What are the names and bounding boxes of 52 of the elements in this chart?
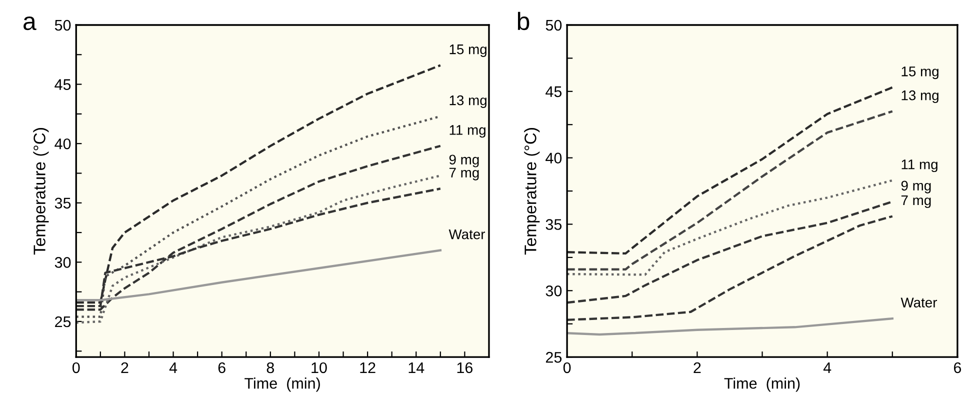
series-label: Water (448, 230, 486, 240)
y-tick-label: 30 (54, 257, 71, 268)
x-tick-label: 10 (312, 362, 327, 374)
series-label: 11 mg (450, 125, 486, 138)
series-label: 15 mg (450, 44, 486, 57)
y-tick-label: 45 (54, 79, 71, 90)
series-label: 13 mg (450, 95, 486, 108)
chart-title: b (518, 12, 530, 30)
x-tick-label: 0 (563, 362, 571, 374)
line-series (567, 317, 894, 336)
series-label: 11 mg (902, 160, 938, 172)
x-tick-label: 6 (954, 362, 962, 374)
chart-title: a (24, 16, 36, 30)
x-axis-title: Time (min) (724, 378, 800, 392)
y-tick-label: 50 (546, 20, 562, 31)
y-tick-label: 30 (546, 286, 562, 296)
y-tick-label: 50 (54, 20, 71, 31)
x-tick-label: 12 (360, 362, 376, 373)
series-label: 9 mg (901, 180, 931, 194)
series-label: 7 mg (901, 195, 931, 208)
y-tick-label: 40 (54, 138, 71, 150)
line-series (567, 179, 894, 276)
x-tick-label: 2 (121, 362, 128, 373)
line-series (567, 86, 894, 255)
line-series (567, 200, 894, 304)
line-series (76, 64, 442, 304)
x-tick-label: 14 (408, 362, 424, 373)
y-axis-title: Temperature (°C) (524, 128, 540, 255)
series-label: 13 mg (902, 90, 938, 103)
x-tick-label: 16 (457, 362, 473, 374)
y-tick-label: 40 (546, 152, 562, 164)
y-tick-label: 35 (54, 198, 71, 209)
series-label: 9 mg (449, 154, 479, 168)
x-axis-title: Time (min) (244, 378, 320, 392)
line-series (567, 215, 894, 321)
x-tick-label: 6 (218, 362, 226, 374)
y-tick-label: 45 (546, 86, 562, 98)
x-tick-label: 2 (694, 362, 701, 373)
line-series (567, 110, 894, 270)
y-axis-title: Temperature (°C) (33, 128, 49, 255)
line-series (76, 249, 442, 302)
line-series (76, 144, 442, 311)
x-tick-label: 4 (169, 362, 178, 373)
y-tick-label: 25 (55, 316, 71, 328)
series-label: Water (900, 298, 938, 308)
x-tick-label: 4 (823, 362, 832, 373)
series-label: 7 mg (449, 168, 479, 180)
x-tick-label: 0 (72, 362, 80, 374)
y-tick-label: 25 (546, 352, 562, 363)
series-label: 15 mg (902, 66, 938, 80)
y-tick-label: 35 (546, 219, 562, 230)
x-tick-label: 8 (266, 362, 274, 374)
